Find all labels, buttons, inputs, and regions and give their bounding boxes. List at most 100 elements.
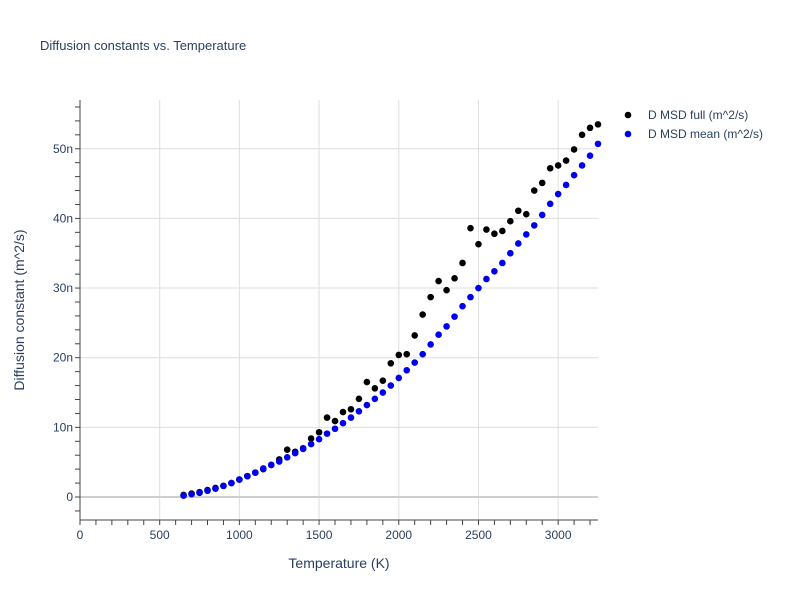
data-point bbox=[323, 430, 331, 437]
data-point bbox=[212, 485, 219, 492]
data-point bbox=[347, 405, 355, 413]
y-tick-label: 20n bbox=[53, 351, 73, 365]
data-point bbox=[236, 476, 243, 483]
data-point bbox=[562, 181, 570, 189]
x-tick-label: 3000 bbox=[545, 528, 572, 542]
data-point bbox=[244, 472, 251, 480]
data-point bbox=[467, 224, 474, 232]
data-point bbox=[443, 323, 450, 330]
data-point bbox=[594, 140, 602, 148]
data-point bbox=[411, 359, 419, 366]
data-point bbox=[507, 249, 514, 257]
data-point bbox=[530, 187, 538, 194]
data-point bbox=[259, 465, 267, 472]
data-point bbox=[228, 479, 235, 487]
data-point bbox=[331, 417, 339, 425]
data-point bbox=[403, 366, 411, 374]
legend-item[interactable]: D MSD full (m^2/s) bbox=[624, 108, 749, 122]
data-point bbox=[283, 454, 291, 461]
data-point bbox=[459, 302, 466, 310]
data-point bbox=[515, 207, 522, 215]
data-point bbox=[395, 374, 403, 382]
y-axis-title: Diffusion constant (m^2/s) bbox=[11, 229, 27, 390]
data-point bbox=[459, 259, 466, 267]
data-point bbox=[355, 395, 363, 403]
data-point bbox=[435, 277, 442, 285]
data-point bbox=[499, 227, 506, 235]
data-point bbox=[252, 469, 259, 476]
data-point bbox=[546, 200, 554, 208]
data-point bbox=[283, 446, 291, 453]
chart-title: Diffusion constants vs. Temperature bbox=[40, 38, 246, 53]
x-axis-title: Temperature (K) bbox=[288, 555, 389, 571]
data-point bbox=[538, 211, 546, 219]
data-point bbox=[570, 171, 578, 179]
data-point bbox=[387, 359, 395, 367]
data-point bbox=[363, 378, 371, 386]
data-point bbox=[379, 377, 387, 384]
y-gridlines bbox=[80, 148, 598, 428]
y-tick-label: 10n bbox=[53, 420, 73, 434]
data-point bbox=[275, 458, 283, 465]
data-point bbox=[491, 268, 498, 275]
data-point bbox=[339, 419, 347, 427]
y-tick-label: 40n bbox=[53, 211, 73, 225]
x-tick-label: 1500 bbox=[306, 528, 333, 542]
data-point bbox=[427, 341, 434, 348]
data-point bbox=[291, 449, 299, 457]
data-point bbox=[586, 124, 594, 132]
data-point bbox=[562, 157, 570, 164]
data-point bbox=[491, 230, 498, 238]
data-point bbox=[315, 428, 323, 436]
data-point bbox=[435, 331, 442, 339]
data-point bbox=[307, 440, 315, 448]
data-point bbox=[451, 275, 458, 282]
legend-marker bbox=[624, 111, 632, 119]
data-point bbox=[578, 162, 586, 169]
y-tick-label: 50n bbox=[53, 142, 73, 156]
plot-points bbox=[180, 121, 602, 499]
data-point bbox=[267, 461, 275, 469]
data-point bbox=[363, 401, 371, 409]
legend[interactable]: D MSD full (m^2/s) D MSD mean (m^2/s) bbox=[624, 108, 763, 141]
x-tick-label: 1000 bbox=[226, 528, 253, 542]
x-axis-ticks: 0 500 1000 1500 2000 2500 3000 bbox=[77, 520, 591, 542]
x-tick-label: 2500 bbox=[465, 528, 492, 542]
data-point bbox=[307, 435, 315, 442]
legend-marker bbox=[624, 130, 632, 138]
data-point bbox=[451, 313, 458, 320]
data-point bbox=[323, 414, 331, 421]
data-point bbox=[467, 293, 474, 301]
data-point bbox=[443, 286, 450, 294]
data-point bbox=[331, 425, 339, 433]
data-point bbox=[315, 435, 323, 443]
data-point bbox=[419, 311, 426, 318]
data-point bbox=[196, 489, 203, 497]
data-point bbox=[594, 121, 602, 128]
data-point bbox=[570, 146, 578, 153]
data-point bbox=[204, 487, 211, 495]
legend-label: D MSD full (m^2/s) bbox=[648, 108, 748, 122]
data-point bbox=[554, 190, 562, 198]
data-point bbox=[499, 259, 506, 267]
legend-label: D MSD mean (m^2/s) bbox=[648, 127, 763, 141]
data-point bbox=[403, 350, 411, 358]
data-point bbox=[515, 240, 522, 247]
legend-item[interactable]: D MSD mean (m^2/s) bbox=[624, 127, 763, 141]
data-point bbox=[475, 284, 482, 292]
y-axis-ticks: 0 10n 20n 30n 40n 50n bbox=[53, 106, 80, 512]
data-point bbox=[546, 164, 554, 172]
data-point bbox=[355, 408, 363, 415]
data-point bbox=[483, 275, 490, 283]
x-tick-label: 0 bbox=[77, 528, 84, 542]
x-tick-label: 2000 bbox=[385, 528, 412, 542]
data-point bbox=[522, 231, 530, 238]
data-point bbox=[371, 395, 379, 403]
x-tick-label: 500 bbox=[150, 528, 170, 542]
series-1 bbox=[180, 121, 602, 499]
data-point bbox=[347, 414, 355, 421]
data-point bbox=[188, 490, 195, 498]
data-point bbox=[299, 445, 307, 453]
data-point bbox=[475, 240, 482, 248]
